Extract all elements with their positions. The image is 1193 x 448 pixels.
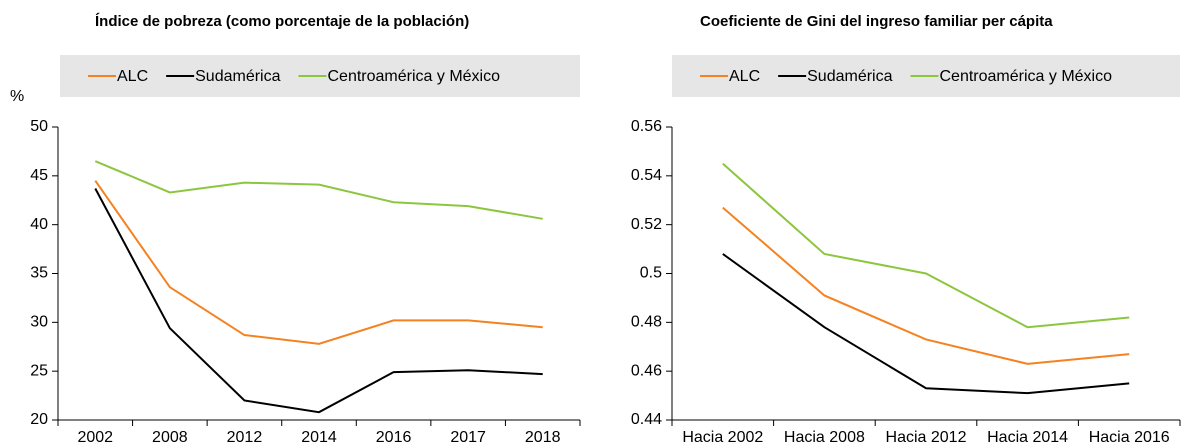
y-tick-label: 0.56 <box>631 118 662 135</box>
x-tick-label: 2016 <box>376 429 412 446</box>
legend-label: Sudamérica <box>195 68 280 85</box>
y-tick-label: 0.44 <box>631 411 662 428</box>
x-tick-label: 2012 <box>227 429 263 446</box>
y-tick-label: 25 <box>30 362 48 379</box>
x-tick-label: Hacia 2014 <box>987 429 1068 446</box>
legend-label: ALC <box>117 68 148 85</box>
y-unit: % <box>10 88 24 105</box>
legend-label: Sudamérica <box>807 68 892 85</box>
legend-label: Centroamérica y México <box>328 68 501 85</box>
y-tick-label: 0.5 <box>640 265 662 282</box>
series-line <box>722 206 1130 365</box>
y-tick-label: 45 <box>30 167 48 184</box>
x-tick-label: 2008 <box>152 429 188 446</box>
legend-label: ALC <box>729 68 760 85</box>
series-line <box>94 180 543 345</box>
x-tick-label: 2002 <box>77 429 113 446</box>
x-tick-label: Hacia 2012 <box>886 429 967 446</box>
chart-title: Índice de pobreza (como porcentaje de la… <box>95 13 469 30</box>
y-tick-label: 50 <box>30 118 48 135</box>
x-tick-label: Hacia 2008 <box>784 429 865 446</box>
x-tick-label: 2014 <box>301 429 337 446</box>
y-tick-label: 30 <box>30 314 48 331</box>
y-tick-label: 40 <box>30 216 48 233</box>
x-tick-label: 2018 <box>525 429 561 446</box>
x-tick-label: Hacia 2016 <box>1089 429 1170 446</box>
y-tick-label: 35 <box>30 265 48 282</box>
series-line <box>722 162 1130 329</box>
y-tick-label: 20 <box>30 411 48 428</box>
y-tick-label: 0.46 <box>631 362 662 379</box>
y-tick-label: 0.54 <box>631 167 662 184</box>
legend-label: Centroamérica y México <box>940 68 1113 85</box>
x-tick-label: 2017 <box>450 429 486 446</box>
series-line <box>722 253 1130 395</box>
x-tick-label: Hacia 2002 <box>682 429 763 446</box>
y-tick-label: 0.48 <box>631 314 662 331</box>
y-tick-label: 0.52 <box>631 216 662 233</box>
series-line <box>94 188 543 414</box>
chart-title: Coeficiente de Gini del ingreso familiar… <box>700 13 1053 30</box>
series-line <box>94 160 543 220</box>
